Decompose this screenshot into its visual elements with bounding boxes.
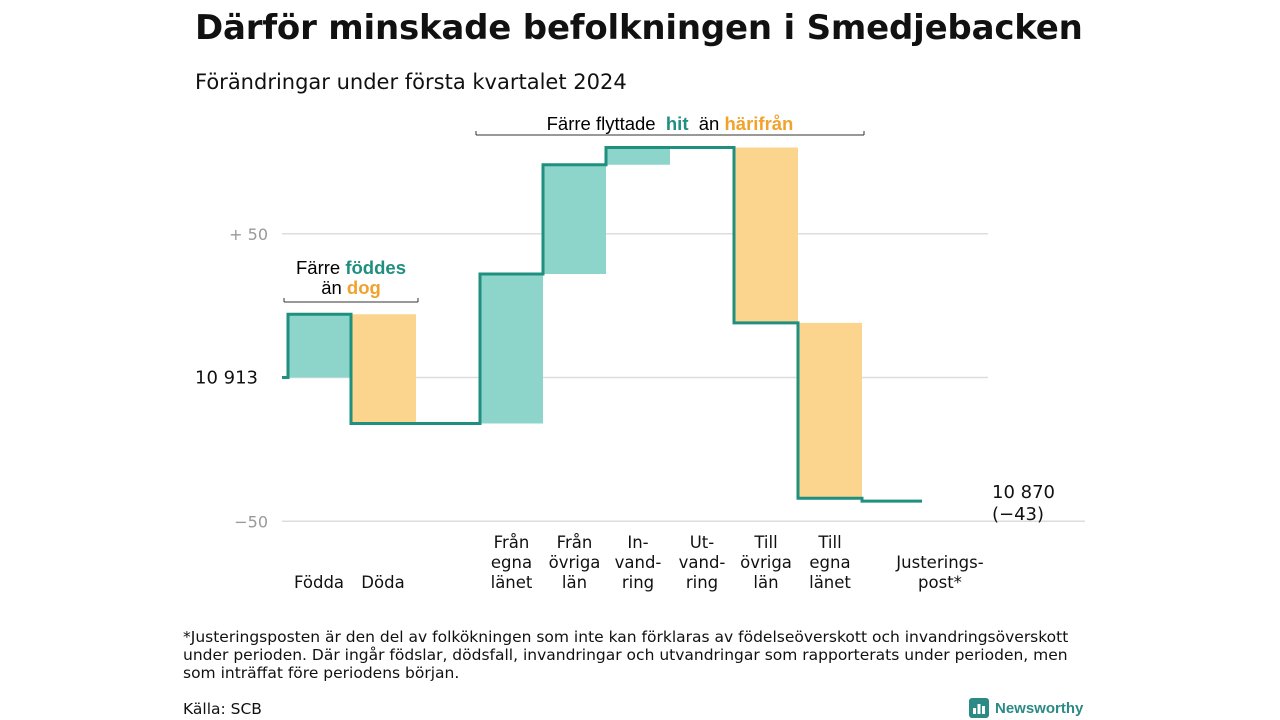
category-label-doda: Döda: [361, 573, 404, 592]
chart-title: Därför minskade befolkningen i Smedjebac…: [195, 8, 1083, 48]
category-label-fodda: Födda: [294, 573, 344, 592]
category-label-fran_ovriga_lan: Från: [557, 533, 593, 552]
bar-till_egna_lanet: [798, 322, 862, 499]
bar-fodda: [288, 314, 351, 378]
source-label: Källa: SCB: [183, 700, 262, 718]
y-tick-label: −50: [234, 512, 268, 531]
category-label-fran_egna_lanet: länet: [491, 573, 533, 592]
annotation-highlight: härifrån: [724, 113, 793, 134]
end-value-label: 10 870: [992, 482, 1055, 503]
category-label-fran_ovriga_lan: län: [562, 573, 587, 592]
category-label-till_ovriga_lan: län: [753, 573, 778, 592]
category-label-invandring: ring: [622, 573, 654, 592]
category-label-utvandring: ring: [686, 573, 718, 592]
category-label-justeringspost: Justerings-: [895, 553, 983, 572]
y-tick-label: + 50: [229, 225, 268, 244]
chart-subtitle: Förändringar under första kvartalet 2024: [195, 70, 627, 94]
category-label-till_ovriga_lan: övriga: [740, 553, 792, 572]
bar-fran_egna_lanet: [480, 274, 543, 424]
category-label-fran_egna_lanet: Från: [494, 533, 530, 552]
annotation-migration: Färre flyttade hit än härifrån: [547, 113, 794, 134]
baseline-label: 10 913: [195, 368, 258, 389]
bar-doda: [351, 314, 416, 424]
annotation-text: Färre flyttade: [547, 113, 666, 134]
category-label-utvandring: vand-: [679, 553, 726, 572]
annotation-births-line2: än dog: [321, 277, 381, 298]
annotation-highlight-increase: föddes: [345, 257, 406, 278]
bar-chart-icon: [969, 698, 989, 718]
annotation-highlight-decrease: dog: [347, 277, 381, 298]
bar-till_ovriga_lan: [734, 147, 798, 323]
category-label-justeringspost: post*: [918, 573, 962, 592]
category-label-utvandring: Ut-: [690, 533, 715, 552]
annotation-text: än: [321, 277, 347, 298]
category-label-fran_ovriga_lan: övriga: [549, 553, 601, 572]
category-label-till_egna_lanet: länet: [809, 573, 851, 592]
category-label-till_ovriga_lan: Till: [753, 533, 777, 552]
brand-logo[interactable]: Newsworthy: [969, 697, 1083, 719]
category-label-invandring: In-: [627, 533, 648, 552]
category-label-till_egna_lanet: Till: [817, 533, 841, 552]
category-label-fran_egna_lanet: egna: [491, 553, 532, 572]
annotation-text: Färre: [296, 257, 345, 278]
brand-name: Newsworthy: [995, 699, 1084, 717]
annotation-births-line1: Färre föddes: [296, 257, 406, 278]
end-change-label: (−43): [992, 504, 1044, 525]
bar-fran_ovriga_lan: [543, 164, 606, 274]
annotation-highlight: hit: [666, 113, 689, 134]
annotation-text: än: [688, 113, 724, 134]
footnote: *Justeringsposten är den del av folkökni…: [183, 628, 1069, 682]
category-label-till_egna_lanet: egna: [809, 553, 850, 572]
category-label-invandring: vand-: [615, 553, 662, 572]
running-total-line: [282, 146, 922, 503]
bar-invandring: [606, 147, 670, 165]
